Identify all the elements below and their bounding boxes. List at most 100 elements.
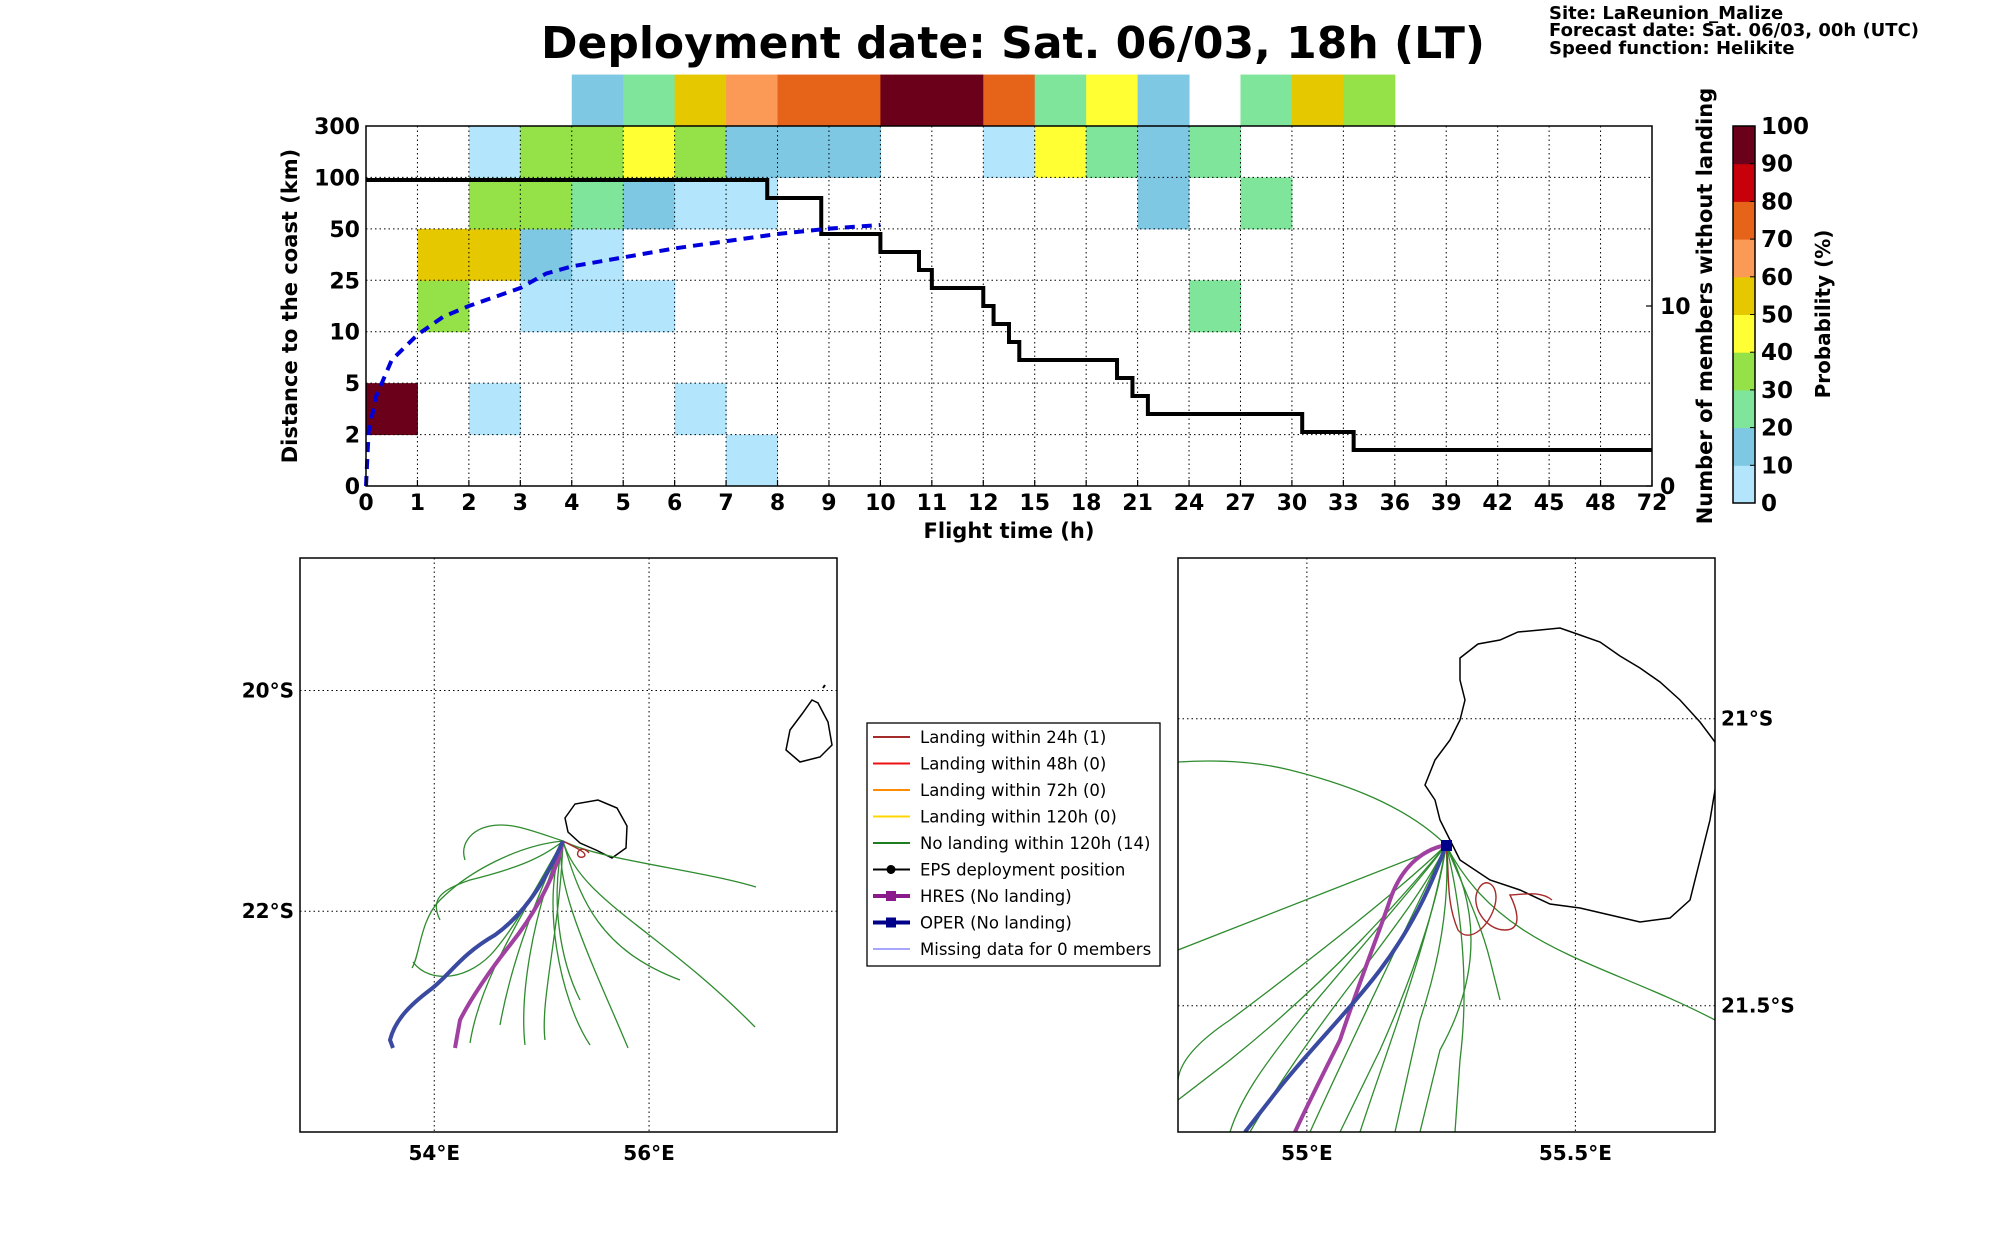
y-tick-label: 50 xyxy=(329,218,360,243)
heatmap-grid xyxy=(366,126,1652,486)
x-tick-label: 4 xyxy=(564,491,579,516)
member-track xyxy=(1445,844,1465,1132)
heatmap-cell xyxy=(777,126,830,178)
mauritius-island-outline xyxy=(785,699,833,763)
y-tick-label: 100 xyxy=(314,166,360,191)
colorbar-tick-label: 70 xyxy=(1761,227,1793,253)
x-tick-label: 33 xyxy=(1328,491,1359,516)
x-tick-label: 6 xyxy=(667,491,682,516)
heatmap-cell xyxy=(468,383,521,436)
heatmap-cell xyxy=(1240,74,1293,127)
heatmap-cell xyxy=(726,126,779,178)
legend-label: No landing within 120h (14) xyxy=(920,834,1150,853)
heatmap-cell xyxy=(520,126,573,178)
map-left-member-landing-24h xyxy=(562,840,590,858)
x-tick-label: 2 xyxy=(461,491,476,516)
heatmap-cell xyxy=(1137,74,1190,127)
legend-frame xyxy=(866,722,1161,967)
legend: Landing within 24h (1) Landing within 48h… xyxy=(866,722,1161,967)
legend-label: EPS deployment position xyxy=(920,861,1125,880)
heatmap-cell xyxy=(674,126,727,178)
heatmap-cell xyxy=(931,74,984,127)
heatmap-cell xyxy=(1189,280,1241,333)
heatmap-cell xyxy=(674,383,727,436)
heatmap-cell xyxy=(726,74,779,127)
member-track xyxy=(1445,844,1715,1021)
y2-tick-label: 0 xyxy=(1660,475,1675,500)
member-track xyxy=(1359,844,1447,1132)
heatmap-cell xyxy=(468,228,521,281)
heatmap-cell xyxy=(828,126,881,178)
heatmap-cell xyxy=(726,434,779,487)
map-lon-label: 54°E xyxy=(409,1141,461,1165)
legend-marker xyxy=(886,891,896,901)
reunion-island-outline xyxy=(1424,627,1715,923)
colorbar-cell xyxy=(1733,389,1755,429)
heatmap-cell xyxy=(983,126,1036,178)
x-tick-label: 3 xyxy=(513,491,528,516)
y2-tick-label: 10 xyxy=(1660,295,1691,320)
heatmap-cell xyxy=(571,74,624,127)
map-left-hres-track xyxy=(453,840,565,1049)
map-right-oper-track xyxy=(1243,844,1448,1132)
colorbar-tick-label: 40 xyxy=(1761,340,1793,366)
colorbar-tick-label: 90 xyxy=(1761,152,1793,178)
y2-axis-label: Number of members without landing xyxy=(1693,88,1717,525)
heatmap-cell xyxy=(674,74,727,127)
heatmap-cell xyxy=(1189,126,1241,178)
colorbar-cell xyxy=(1733,201,1755,240)
member-track xyxy=(562,840,756,1028)
colorbar-tick-label: 10 xyxy=(1761,453,1793,479)
x-tick-label: 42 xyxy=(1482,491,1513,516)
member-track xyxy=(543,840,564,1041)
members-without-landing-line xyxy=(366,178,1652,452)
heatmap-cell xyxy=(726,177,779,230)
map-right-members-no-landing xyxy=(1178,760,1715,1132)
colorbar-tick-label: 100 xyxy=(1761,114,1809,140)
colorbar-cell xyxy=(1733,427,1755,466)
map-left-tick-labels: 54°E 56°E 20°S 22°S xyxy=(242,678,675,1165)
x-tick-label: 0 xyxy=(358,491,373,516)
map-right-frame xyxy=(1177,557,1716,1133)
legend-label: Landing within 120h (0) xyxy=(920,808,1117,827)
colorbar-tick-label: 50 xyxy=(1761,303,1793,329)
map-left-content xyxy=(387,684,833,1049)
heatmap-cell xyxy=(623,280,676,333)
info-forecast-date: Forecast date: Sat. 06/03, 00h (UTC) xyxy=(1549,20,1919,41)
x-tick-label: 39 xyxy=(1431,491,1462,516)
heatmap-cell xyxy=(1086,126,1139,178)
member-track xyxy=(523,840,564,1046)
x-tick-label: 72 xyxy=(1637,491,1668,516)
y-tick-label: 0 xyxy=(345,475,360,500)
heatmap-cell xyxy=(571,228,624,281)
x-tick-label: 18 xyxy=(1071,491,1102,516)
heatmap-cell xyxy=(1034,74,1087,127)
member-track xyxy=(556,840,581,1001)
colorbar: 0 10 20 30 40 50 60 70 80 90 100 Probability (%) xyxy=(1732,114,1835,517)
x-tick-label: 7 xyxy=(718,491,733,516)
x-tick-labels: 0 1 2 3 4 5 6 7 8 9 10 11 12 15 18 21 24 27 30 33 36 39 42 45 48… xyxy=(358,480,1667,516)
x-tick-label: 27 xyxy=(1225,491,1256,516)
legend-label: Landing within 72h (0) xyxy=(920,781,1106,800)
y-tick-label: 2 xyxy=(345,424,360,449)
islet-outline xyxy=(822,684,826,689)
colorbar-cells xyxy=(1733,126,1755,504)
y-tick-label: 5 xyxy=(345,372,360,397)
x-tick-label: 9 xyxy=(821,491,836,516)
y-tick-label: 10 xyxy=(329,321,360,346)
y-tick-label: 25 xyxy=(329,269,360,294)
heatmap-cell xyxy=(571,280,624,333)
heatmap-cells xyxy=(366,74,1396,487)
heatmap-cell xyxy=(1240,177,1293,230)
heatmap-cell xyxy=(674,177,727,230)
member-track xyxy=(1309,844,1447,1132)
legend-label: Landing within 48h (0) xyxy=(920,755,1106,774)
heatmap-cell xyxy=(520,177,573,230)
legend-marker xyxy=(886,865,896,874)
member-track xyxy=(1229,844,1447,1132)
chart-title: Deployment date: Sat. 06/03, 18h (LT) xyxy=(541,18,1485,69)
heatmap-panel: 0 1 2 3 4 5 6 7 8 9 10 11 12 15 18 21 24 27 30 33 36 39 42 45 48… xyxy=(278,74,1717,543)
heatmap-cell xyxy=(1343,74,1396,127)
member-track xyxy=(1178,760,1447,846)
